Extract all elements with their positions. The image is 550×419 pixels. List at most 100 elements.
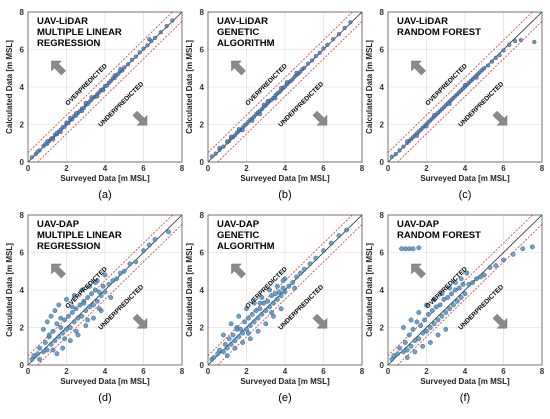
data-point bbox=[321, 248, 326, 254]
data-point bbox=[54, 351, 60, 357]
data-point bbox=[456, 285, 462, 291]
data-point bbox=[462, 83, 468, 88]
data-point bbox=[247, 323, 253, 328]
overpredicted-arrow-icon bbox=[231, 60, 246, 76]
data-point bbox=[48, 341, 54, 347]
data-point bbox=[290, 280, 296, 285]
x-tick-label: 4 bbox=[103, 367, 108, 376]
data-point bbox=[77, 302, 83, 308]
data-point bbox=[122, 65, 127, 70]
data-point bbox=[429, 308, 435, 313]
data-point bbox=[393, 152, 398, 157]
data-point bbox=[426, 311, 431, 317]
data-point bbox=[344, 227, 349, 233]
panel-d: 0 2 4 6 8 0 2 4 6 8 Surveyed Data [m MSL] Calculate… bbox=[5, 211, 185, 404]
data-point bbox=[102, 272, 108, 278]
data-point bbox=[79, 287, 85, 293]
x-tick-label: 2 bbox=[244, 164, 249, 173]
data-point bbox=[424, 328, 429, 334]
y-tick-label: 8 bbox=[200, 211, 205, 220]
data-point bbox=[269, 310, 274, 315]
data-point bbox=[298, 270, 303, 276]
data-point bbox=[278, 306, 284, 312]
data-point bbox=[257, 306, 263, 312]
data-point bbox=[348, 20, 353, 25]
x-tick-label: 6 bbox=[501, 164, 506, 173]
data-point bbox=[261, 102, 266, 107]
y-axis-label: Calculated Data [m MSL] bbox=[365, 40, 374, 134]
data-point bbox=[401, 144, 406, 149]
data-point bbox=[85, 295, 91, 300]
data-point bbox=[331, 37, 336, 42]
overpredicted-arrow-icon-shape bbox=[231, 263, 246, 279]
data-point bbox=[42, 340, 48, 345]
data-point bbox=[58, 325, 64, 330]
data-point bbox=[31, 353, 37, 358]
data-point bbox=[230, 332, 236, 338]
data-point bbox=[85, 317, 91, 323]
data-point bbox=[133, 259, 139, 265]
x-tick-label: 8 bbox=[180, 367, 185, 376]
data-point bbox=[251, 319, 257, 325]
data-point bbox=[410, 326, 416, 332]
lower-band-line bbox=[397, 21, 543, 163]
data-point bbox=[309, 58, 315, 63]
data-point bbox=[464, 270, 470, 276]
x-tick-label: 2 bbox=[424, 367, 429, 376]
data-point bbox=[164, 23, 169, 29]
data-point bbox=[422, 317, 427, 323]
data-point bbox=[44, 347, 50, 353]
data-point bbox=[242, 319, 247, 325]
overpredicted-label: OVERPREDICTED bbox=[64, 63, 109, 108]
data-point bbox=[489, 59, 495, 64]
data-point bbox=[389, 356, 395, 362]
data-point bbox=[221, 332, 226, 338]
x-tick-label: 6 bbox=[321, 164, 326, 173]
data-point bbox=[244, 306, 249, 312]
data-point bbox=[71, 293, 77, 298]
x-tick-label: 0 bbox=[386, 367, 391, 376]
panel-title-line: UAV-LiDAR bbox=[37, 16, 88, 27]
x-tick-label: 4 bbox=[463, 164, 468, 173]
underpredicted-arrow-icon bbox=[132, 110, 148, 126]
data-point bbox=[454, 298, 460, 304]
data-point bbox=[141, 46, 146, 51]
data-point bbox=[110, 278, 116, 283]
y-tick-label: 0 bbox=[200, 361, 205, 370]
data-point bbox=[470, 280, 476, 285]
data-point bbox=[416, 310, 422, 315]
data-point bbox=[89, 291, 94, 297]
data-point bbox=[100, 88, 106, 93]
data-point bbox=[441, 296, 447, 302]
data-point bbox=[397, 345, 402, 351]
data-point bbox=[447, 101, 452, 106]
overpredicted-arrow-icon-shape bbox=[231, 60, 246, 76]
data-point bbox=[45, 139, 50, 144]
data-point bbox=[447, 306, 452, 312]
data-point bbox=[284, 80, 289, 85]
data-point bbox=[246, 330, 251, 336]
data-point bbox=[259, 295, 265, 300]
y-tick-label: 6 bbox=[200, 46, 205, 55]
x-axis-label: Surveyed Data [m MSL] bbox=[240, 174, 330, 183]
data-point bbox=[401, 325, 406, 330]
x-tick-label: 8 bbox=[540, 164, 545, 173]
data-point bbox=[100, 283, 106, 289]
underpredicted-arrow-icon-shape bbox=[492, 313, 508, 329]
data-point bbox=[141, 248, 146, 254]
data-point bbox=[64, 120, 69, 125]
data-point bbox=[317, 50, 322, 55]
data-point bbox=[313, 53, 318, 59]
data-point bbox=[221, 349, 226, 355]
data-point bbox=[246, 315, 251, 321]
data-point bbox=[52, 308, 58, 313]
data-point bbox=[259, 311, 265, 317]
data-point bbox=[307, 261, 313, 267]
data-point bbox=[62, 336, 67, 342]
x-tick-label: 8 bbox=[360, 164, 365, 173]
y-axis-label: Calculated Data [m MSL] bbox=[5, 243, 14, 337]
data-point bbox=[79, 108, 84, 114]
data-point bbox=[532, 39, 537, 45]
overpredicted-label: OVERPREDICTED bbox=[424, 266, 469, 311]
y-tick-label: 4 bbox=[380, 83, 385, 92]
